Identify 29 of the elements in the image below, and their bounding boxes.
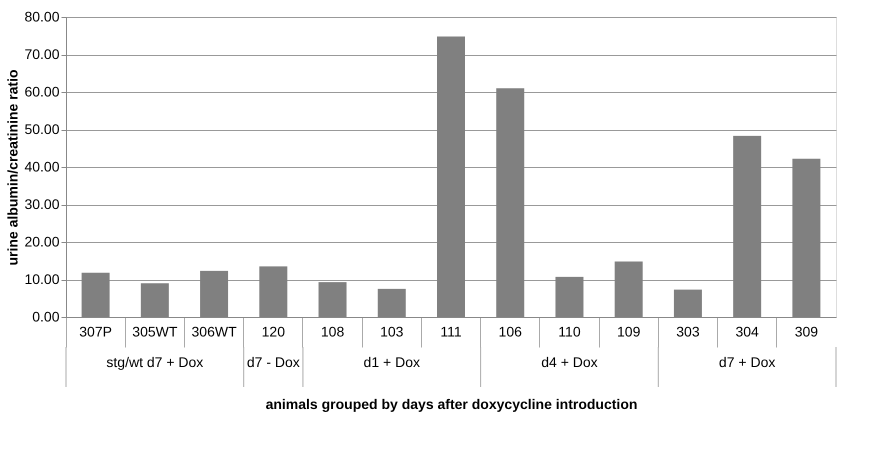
y-tick-label: 40.00 bbox=[24, 158, 60, 174]
x-tick-label: 109 bbox=[617, 324, 641, 340]
text: d7 - Dox bbox=[246, 354, 300, 370]
y-axis-title: urine albumin/creatinine ratio bbox=[4, 69, 20, 266]
text: d7 + Dox bbox=[718, 354, 776, 370]
y-tick-label: 20.00 bbox=[24, 234, 60, 250]
x-tick-label: 108 bbox=[320, 324, 344, 340]
y-tick-label: 0.00 bbox=[32, 308, 60, 324]
y-tick-label: 80.00 bbox=[24, 8, 60, 24]
x-tick-label: 111 bbox=[440, 324, 462, 340]
x-tick-label: 305WT bbox=[132, 324, 178, 340]
x-tick-label: 106 bbox=[498, 324, 522, 340]
y-tick-label: 10.00 bbox=[24, 271, 60, 287]
x-tick-label: 306WT bbox=[192, 324, 238, 340]
y-tick-label: 30.00 bbox=[24, 196, 60, 212]
text: stg/wt d7 + Dox bbox=[106, 354, 204, 370]
text: d1 + Dox bbox=[364, 354, 420, 370]
x-tick-label: 120 bbox=[262, 324, 286, 340]
x-tick-label: 307P bbox=[79, 324, 112, 340]
x-tick-label: 103 bbox=[380, 324, 404, 340]
y-tick-label: 70.00 bbox=[24, 46, 60, 62]
x-tick-label: 304 bbox=[735, 324, 760, 340]
x-tick-label: 309 bbox=[794, 324, 818, 340]
x-tick-label: 303 bbox=[676, 324, 700, 340]
x-tick-label: 110 bbox=[558, 324, 581, 340]
y-tick-label: 50.00 bbox=[24, 121, 60, 137]
text: d4 + Dox bbox=[541, 354, 598, 370]
x-axis-title: animals grouped by days after doxycycline introduction bbox=[266, 396, 638, 412]
y-tick-label: 60.00 bbox=[24, 84, 60, 100]
